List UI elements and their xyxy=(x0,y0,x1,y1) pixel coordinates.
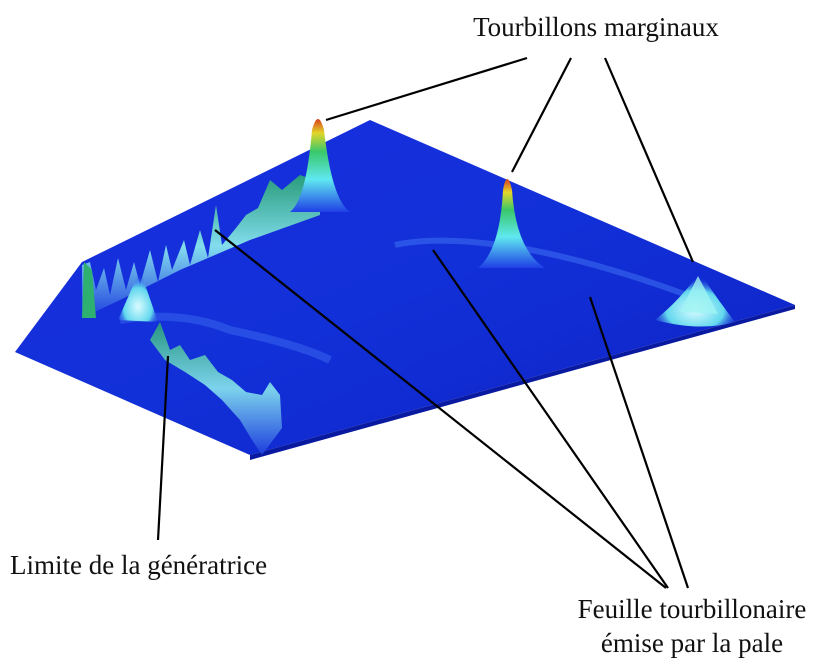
label-tip-vortices: Tourbillons marginaux xyxy=(473,12,719,42)
pointer-line xyxy=(156,355,170,541)
tip-vortex xyxy=(478,179,545,268)
boundary-spikes xyxy=(150,322,282,455)
tip-vortex-core xyxy=(680,276,718,314)
surface-edge xyxy=(250,305,795,460)
pointer-line xyxy=(603,57,695,263)
label-sheet: Feuille tourbillonaire xyxy=(578,594,807,624)
pointer-line xyxy=(325,56,528,122)
edge-spike xyxy=(82,262,96,318)
pointer-line xyxy=(511,57,572,173)
surface xyxy=(15,119,795,460)
pointers xyxy=(156,56,695,589)
pointer-line xyxy=(214,229,667,589)
edge-bump xyxy=(118,270,158,322)
label-sheet: émise par la pale xyxy=(601,628,783,658)
pointer-line xyxy=(588,296,690,589)
pointer-line xyxy=(432,249,669,589)
tip-vortex xyxy=(290,119,350,212)
label-boundary: Limite de la génératrice xyxy=(10,550,267,580)
